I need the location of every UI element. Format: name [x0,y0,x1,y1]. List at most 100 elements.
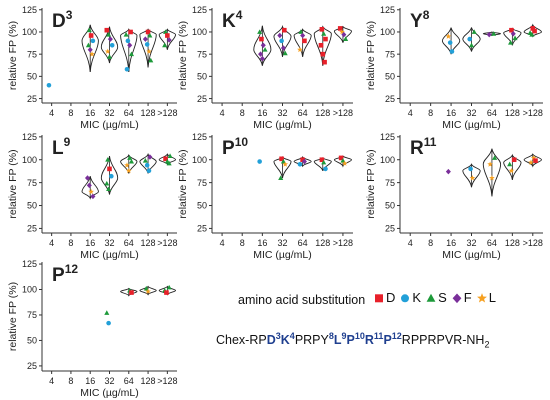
point-d [337,26,343,31]
point-k [124,66,130,72]
legend-star-icon [476,292,487,303]
point-d [165,33,170,38]
violin-128 [313,157,332,171]
y-tick-label: 125 [192,132,207,142]
point-d [128,29,133,35]
y-tick-label: 50 [385,72,395,82]
point-f [84,175,91,181]
x-tick-label: 64 [124,376,134,386]
point-k [144,42,150,47]
point-f [147,154,153,160]
point-d [533,158,538,163]
x-tick-label: 4 [408,238,413,248]
point-s [106,31,112,37]
point-k [257,159,262,164]
violin-128 [313,25,332,66]
point-d [532,28,537,34]
x-tick-label: >128 [157,108,177,118]
panel-title: K4 [222,8,243,32]
y-tick-label: 125 [380,132,395,142]
y-tick-label: 50 [385,201,395,211]
point-s [321,31,327,36]
y-axis-label: relative FP (%) [177,21,189,90]
point-k [109,42,115,48]
point-f [166,37,172,43]
point-s [512,35,518,41]
x-tick-label: 32 [104,238,114,248]
x-tick-label: 4 [49,376,54,386]
x-tick-label: >128 [333,238,353,248]
point-d [282,27,287,33]
point-k [144,162,150,168]
violin-64 [120,287,138,297]
x-tick-label: >128 [157,376,177,386]
point-s [143,285,149,291]
point-s [280,158,286,164]
point-f [258,51,264,57]
y-tick-label: 125 [192,5,207,15]
point-d [323,36,328,42]
y-tick-label: 75 [385,178,395,188]
legend-item-f: F [451,290,472,305]
point-f [259,55,265,62]
legend-triangle-icon [426,293,436,302]
sequence-residue: K4 [280,331,295,348]
sequence-residue: 8 [328,331,334,341]
point-f [277,32,283,39]
panel-title: D3 [52,8,73,32]
x-tick-label: 4 [220,108,225,118]
panel-title: Y8 [410,8,430,32]
x-tick-label: 8 [240,108,245,118]
y-tick-label: 25 [27,224,37,234]
point-k [467,36,473,42]
panel-d3: 25 50 75 100 125 4 8 16 32 64 128 >128 MIC (µg/mL) re… [7,5,177,131]
x-axis-label: MIC (µg/mL) [253,119,312,131]
point-l [297,46,303,53]
x-axis-label: MIC (µg/mL) [442,119,501,131]
x-tick-label: 16 [85,108,95,118]
x-tick-label: 64 [124,108,134,118]
point-f [301,158,307,165]
point-s [262,47,268,52]
point-f [510,30,516,37]
point-d [319,27,325,32]
point-f [341,31,347,38]
y-tick-label: 100 [22,27,37,37]
point-f [300,32,306,39]
x-tick-label: 32 [104,376,114,386]
point-d [511,157,517,163]
point-s [104,310,110,315]
point-d [88,33,94,38]
y-tick-label: 100 [192,155,207,165]
point-k [90,38,96,44]
sequence-middle: PRPY [294,333,329,348]
point-l [146,48,152,54]
legend-marker [375,293,383,302]
legend-marker [476,292,487,303]
legend-item-s: S [425,290,447,305]
point-s [148,57,154,63]
point-f [86,182,92,189]
point-s [471,29,477,34]
y-tick-label: 25 [197,94,207,104]
x-axis-label: MIC (µg/mL) [253,249,312,261]
point-s [106,54,113,59]
panel-title: P10 [222,135,248,159]
point-f [260,42,266,49]
point-l [339,28,345,35]
legend-item-d: D [373,290,395,305]
panel-k4: 25 50 75 100 125 4 8 16 32 64 128 >128 MIC (µg/mL) re… [177,5,353,131]
x-tick-label: 8 [428,238,433,248]
x-tick-label: 4 [49,108,54,118]
point-s [123,31,129,37]
point-l [145,288,151,294]
point-f [486,31,492,38]
point-s [106,186,112,191]
x-axis-label: MIC (µg/mL) [80,387,139,399]
panel-p10: 25 50 75 100 125 4 8 16 32 64 128 >128 MIC (µg/mL) re… [177,132,353,261]
point-d [300,157,305,163]
sequence-highlight-a: D3K4 [267,331,295,348]
x-tick-label: 16 [257,238,267,248]
y-tick-label: 125 [22,259,37,269]
